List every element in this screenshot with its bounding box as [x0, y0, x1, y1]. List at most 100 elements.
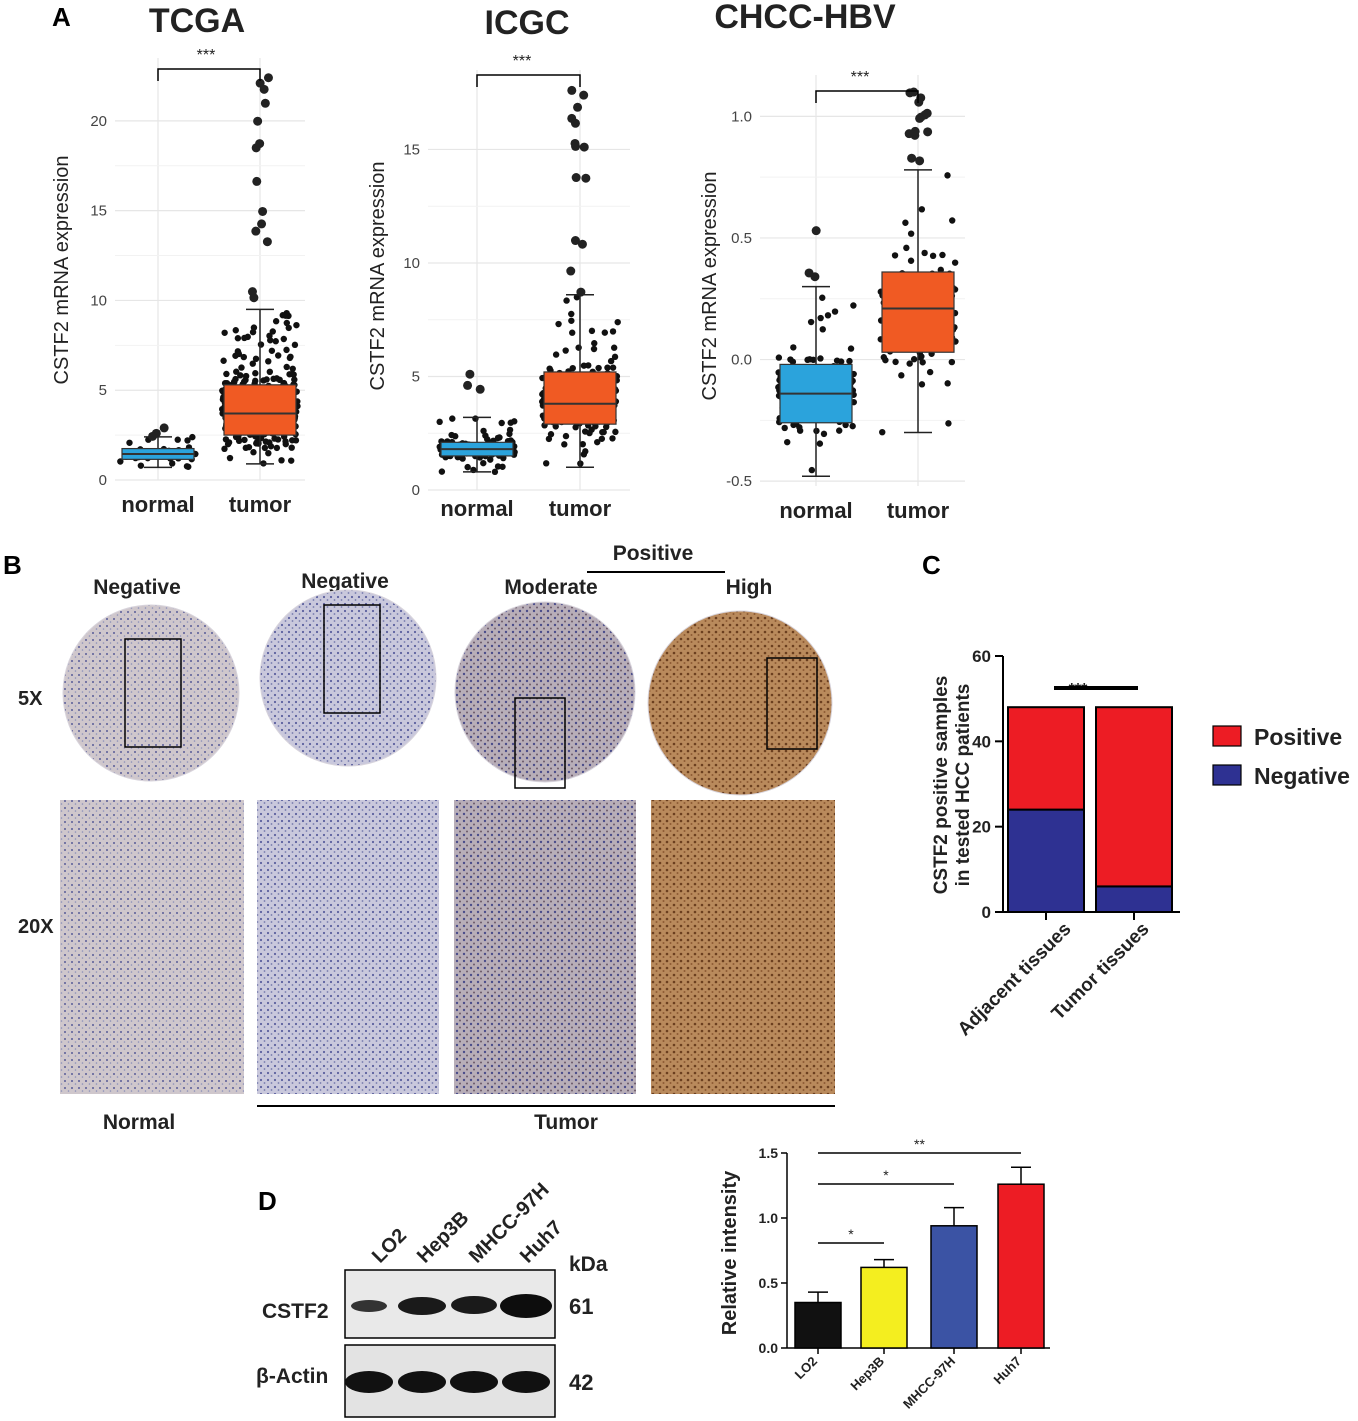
data-point	[598, 435, 606, 442]
data-point	[837, 358, 845, 365]
bar-mhcc-97h	[930, 1225, 978, 1349]
data-point	[849, 422, 856, 430]
outlier-point	[923, 127, 933, 137]
data-point	[235, 350, 243, 358]
band-actin-huh7	[502, 1371, 550, 1393]
band-label-cstf2: CSTF2	[262, 1300, 329, 1323]
significance-label: ***	[513, 53, 532, 70]
data-point	[808, 466, 816, 474]
data-point	[563, 297, 570, 304]
bar-huh7	[997, 1183, 1045, 1349]
data-point	[174, 436, 181, 443]
data-point	[604, 364, 611, 371]
outlier-point	[465, 369, 475, 379]
data-point	[817, 314, 824, 322]
data-point	[902, 219, 909, 226]
data-point	[561, 441, 568, 448]
data-point	[879, 428, 886, 436]
box-tumor	[543, 371, 617, 425]
data-point	[891, 252, 899, 259]
data-point	[609, 328, 617, 335]
data-point	[824, 312, 832, 319]
data-point	[498, 419, 505, 427]
data-point	[611, 353, 619, 361]
data-point	[951, 259, 959, 266]
outlier-point	[475, 384, 485, 394]
y-axis-label: Relative intensity	[719, 1170, 741, 1335]
box-tumor	[881, 271, 955, 353]
data-point	[263, 376, 270, 383]
data-point	[562, 432, 570, 440]
data-point	[249, 360, 256, 367]
data-point	[600, 428, 607, 436]
ihc-col-label-1: Negative	[93, 576, 181, 599]
ihc-20x-image-1	[60, 800, 244, 1094]
data-point	[903, 244, 910, 252]
data-point	[241, 334, 248, 342]
legend-label-positive: Positive	[1254, 724, 1342, 750]
comparison-label: *	[848, 1226, 854, 1242]
data-point	[804, 356, 811, 364]
data-point	[268, 347, 276, 354]
data-point	[819, 294, 826, 301]
y-tick-label: -0.5	[726, 473, 752, 490]
data-point	[580, 451, 588, 458]
data-point	[283, 346, 290, 354]
bar-segment-positive	[1095, 706, 1173, 888]
outlier-point	[571, 173, 581, 183]
data-point	[285, 324, 292, 332]
data-point	[784, 438, 791, 446]
data-point	[555, 320, 562, 328]
data-point	[917, 354, 924, 361]
x-tick-tumor: tumor	[549, 496, 612, 521]
data-point	[511, 418, 518, 425]
data-point	[542, 460, 550, 467]
band-cstf2-hep3b	[398, 1297, 446, 1315]
band-cstf2-huh7	[500, 1294, 552, 1318]
band-actin-mhcc	[450, 1371, 498, 1393]
outlier-point	[577, 239, 587, 249]
y-tick-label: 0	[412, 482, 420, 499]
data-point	[846, 357, 853, 365]
data-point	[781, 424, 788, 432]
bar-segment-negative	[1095, 885, 1173, 914]
data-point	[614, 318, 621, 326]
data-point	[274, 436, 282, 443]
data-point	[221, 445, 228, 453]
data-point	[880, 354, 888, 361]
data-point	[939, 251, 946, 259]
data-point	[438, 468, 446, 475]
outlier-point	[258, 206, 268, 216]
outlier-point	[253, 116, 263, 126]
outlier-point	[811, 226, 821, 236]
ihc-col-label-3: Moderate	[504, 576, 597, 599]
outlier-point	[915, 156, 925, 166]
data-point	[910, 356, 918, 363]
y-tick-label: 0	[982, 903, 991, 922]
ihc-positive-label: Positive	[613, 542, 694, 565]
data-point	[464, 463, 471, 471]
data-point	[257, 341, 265, 348]
data-point	[169, 460, 176, 467]
outlier-point	[915, 113, 925, 123]
data-point	[221, 329, 228, 336]
data-point	[238, 364, 245, 371]
significance-bracket	[815, 90, 919, 103]
data-point	[949, 217, 956, 224]
outlier-point	[922, 108, 932, 118]
panel-label-a: A	[52, 2, 71, 32]
y-tick-label: 5	[412, 368, 420, 385]
outlier-point	[907, 153, 917, 163]
data-point	[272, 318, 280, 325]
data-point	[283, 363, 290, 371]
data-point	[831, 308, 839, 315]
outlier-point	[573, 102, 583, 112]
zoom-box-4	[766, 657, 818, 750]
data-point	[562, 347, 569, 354]
data-point	[266, 368, 274, 376]
y-tick-label: 0.0	[759, 1340, 779, 1356]
x-tick-mhcc: MHCC-97H	[900, 1354, 958, 1412]
tma-core-2	[259, 589, 437, 767]
x-tick-normal: normal	[440, 496, 513, 521]
data-point	[610, 344, 618, 351]
